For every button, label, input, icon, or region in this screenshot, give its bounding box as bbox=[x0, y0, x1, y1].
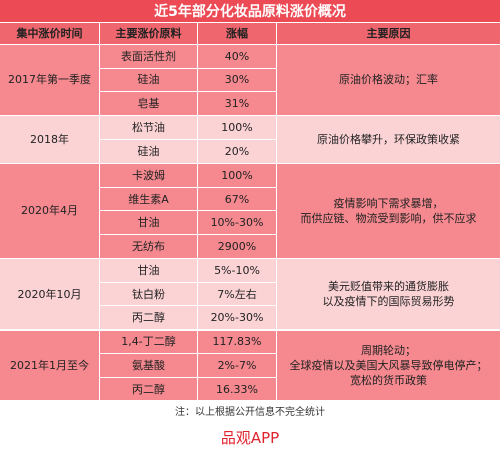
increase-cell: 5%-10% bbox=[198, 259, 276, 282]
reason-line: 周期轮动； bbox=[361, 343, 416, 357]
increase-cell: 16.33% bbox=[198, 377, 276, 401]
increase-cell: 30% bbox=[198, 68, 276, 92]
material-cell: 皂基 bbox=[100, 92, 197, 115]
period-cell: 2018年 bbox=[0, 116, 99, 163]
increase-cell: 10%-30% bbox=[198, 211, 276, 234]
material-cell: 钛白粉 bbox=[100, 282, 197, 306]
material-cell: 卡波姆 bbox=[100, 164, 197, 187]
period-cell: 2021年1月至今 bbox=[0, 330, 99, 401]
reason-line: 以及疫情下的国际贸易形势 bbox=[322, 295, 455, 309]
increase-cell: 7%左右 bbox=[198, 282, 276, 306]
reason-line: 全球疫情以及美国大风暴导致停电停产； bbox=[289, 358, 488, 372]
material-cell: 硅油 bbox=[100, 68, 197, 92]
material-cell: 丙二醇 bbox=[100, 377, 197, 401]
reason-line: 而供应链、物流受到影响，供不应求 bbox=[300, 211, 477, 225]
period-cell: 2020年4月 bbox=[0, 164, 99, 258]
header-cell: 主要涨价原料 bbox=[100, 23, 197, 44]
material-cell: 表面活性剂 bbox=[100, 45, 197, 68]
header-cell: 主要原因 bbox=[277, 23, 500, 44]
material-cell: 1,4-丁二醇 bbox=[100, 330, 197, 354]
increase-cell: 100% bbox=[198, 116, 276, 139]
material-cell: 松节油 bbox=[100, 116, 197, 139]
reason-cell: 原油价格波动；汇率 bbox=[277, 45, 500, 115]
material-cell: 甘油 bbox=[100, 211, 197, 234]
increase-cell: 20%-30% bbox=[198, 306, 276, 329]
increase-cell: 20% bbox=[198, 140, 276, 163]
reason-cell: 原油价格攀升，环保政策收紧 bbox=[277, 116, 500, 163]
reason-line: 疫情影响下需求暴增， bbox=[333, 196, 444, 210]
increase-cell: 31% bbox=[198, 92, 276, 115]
reason-line: 原油价格波动；汇率 bbox=[339, 73, 438, 87]
reason-cell: 美元贬值带来的通货膨胀 以及疫情下的国际贸易形势 bbox=[277, 259, 500, 329]
material-cell: 维生素A bbox=[100, 187, 197, 211]
reason-cell: 周期轮动； 全球疫情以及美国大风暴导致停电停产； 宽松的货币政策 bbox=[277, 330, 500, 401]
material-cell: 硅油 bbox=[100, 140, 197, 163]
period-cell: 2017年第一季度 bbox=[0, 45, 99, 115]
reason-line: 宽松的货币政策 bbox=[350, 373, 427, 387]
material-cell: 氨基酸 bbox=[100, 354, 197, 377]
footer: 品观APP bbox=[220, 428, 280, 447]
increase-cell: 40% bbox=[198, 45, 276, 68]
increase-cell: 100% bbox=[198, 164, 276, 187]
increase-cell: 117.83% bbox=[198, 330, 276, 354]
note: 注：以上根据公开信息不完全统计 bbox=[175, 406, 325, 418]
header-cell: 集中涨价时间 bbox=[0, 23, 99, 44]
reason-line: 原油价格攀升，环保政策收紧 bbox=[317, 132, 460, 146]
increase-cell: 67% bbox=[198, 187, 276, 211]
material-cell: 甘油 bbox=[100, 259, 197, 282]
material-cell: 丙二醇 bbox=[100, 306, 197, 329]
increase-cell: 2%-7% bbox=[198, 354, 276, 377]
period-cell: 2020年10月 bbox=[0, 259, 99, 329]
increase-cell: 2900% bbox=[198, 235, 276, 258]
header-cell: 涨幅 bbox=[198, 23, 276, 44]
material-cell: 无纺布 bbox=[100, 235, 197, 258]
reason-cell: 疫情影响下需求暴增， 而供应链、物流受到影响，供不应求 bbox=[277, 164, 500, 258]
title: 近5年部分化妆品原料涨价概况 bbox=[0, 0, 500, 22]
reason-line: 美元贬值带来的通货膨胀 bbox=[328, 280, 449, 294]
